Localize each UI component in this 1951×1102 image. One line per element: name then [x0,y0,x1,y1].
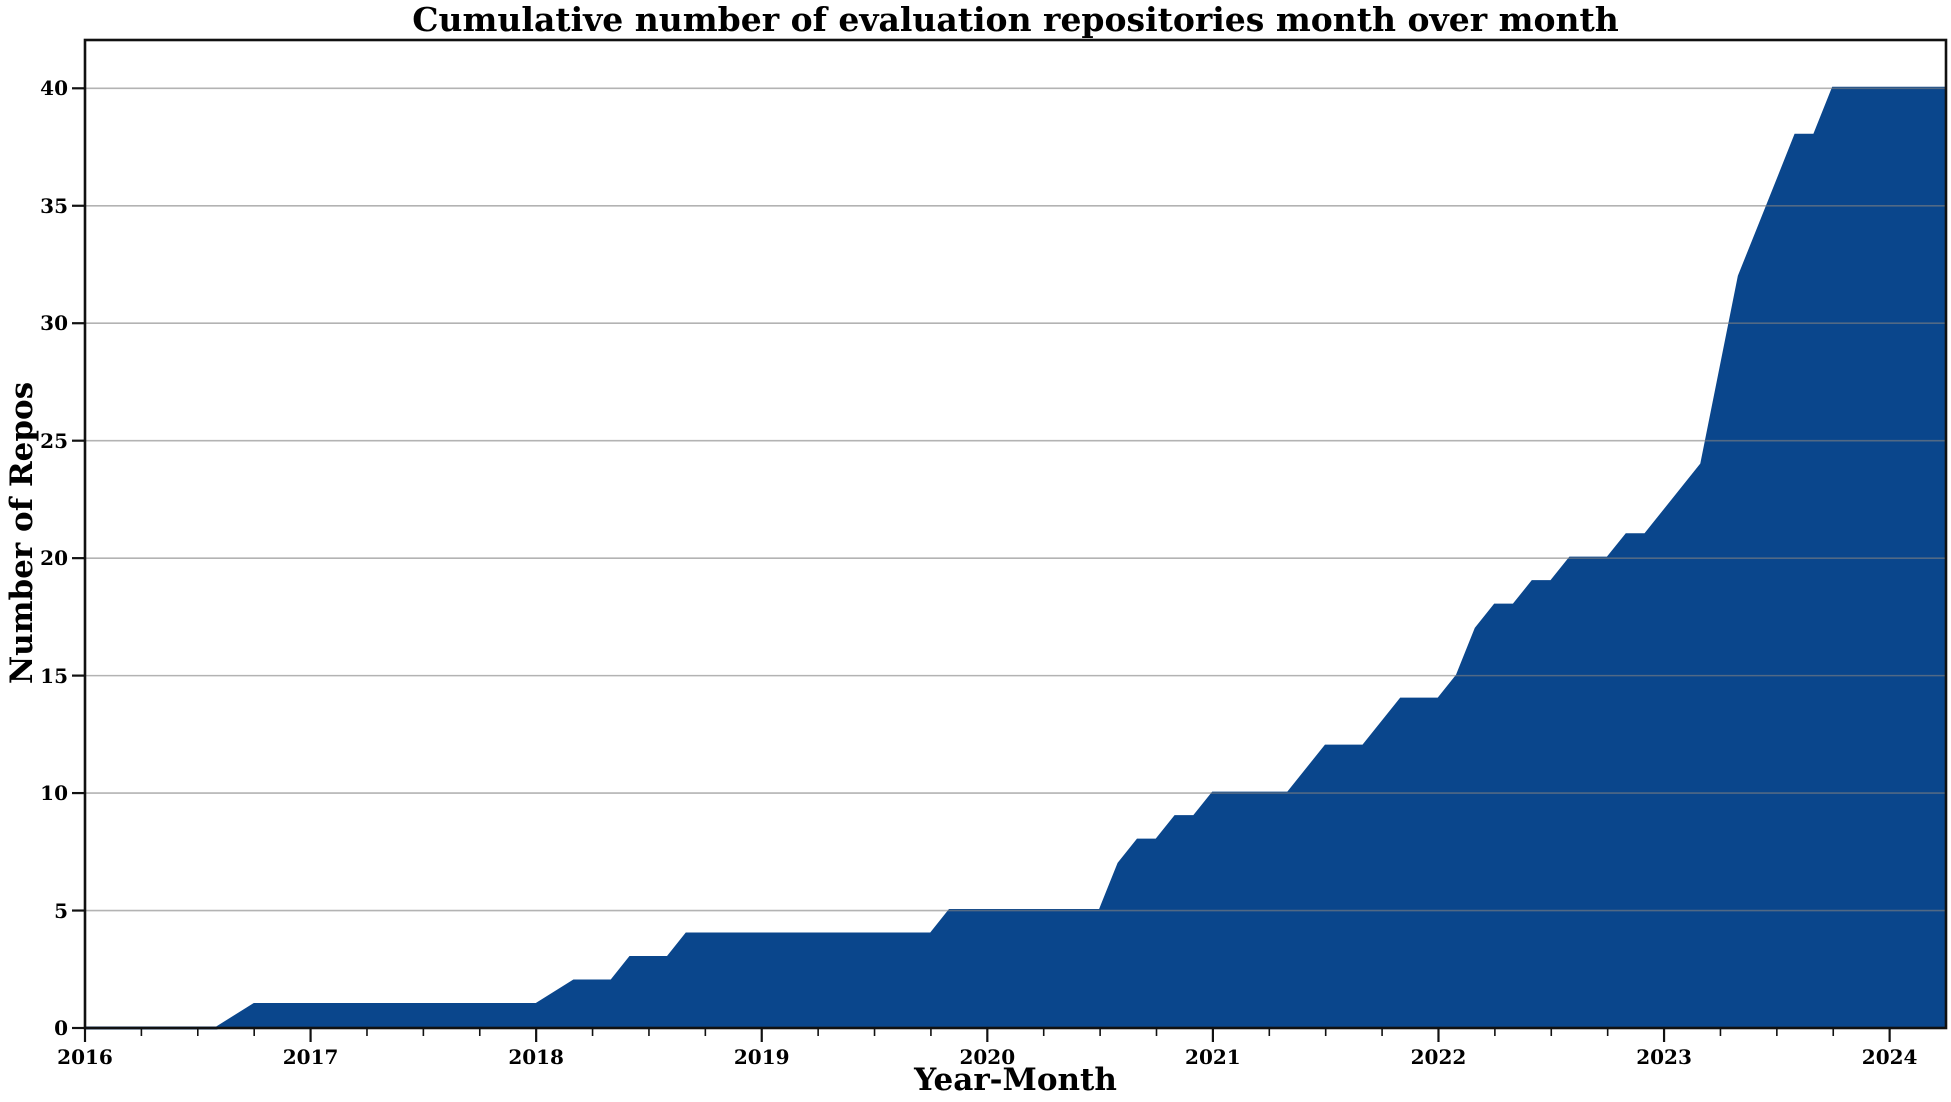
x-tick-label-2019: 2019 [733,1045,790,1069]
x-axis-label: Year-Month [914,1062,1117,1098]
x-tick-label-2024: 2024 [1861,1045,1918,1069]
x-tick-label-2021: 2021 [1185,1045,1241,1069]
y-tick-label-20: 20 [40,546,68,571]
x-tick-label-2023: 2023 [1636,1045,1692,1069]
y-tick-label-25: 25 [40,428,68,453]
plot-border [83,38,1948,1030]
x-tick-label-2018: 2018 [508,1045,564,1069]
area-line [85,86,1946,1030]
x-tick-label-2020: 2020 [959,1045,1016,1069]
y-tick-label-15: 15 [40,663,68,688]
y-tick-label-35: 35 [40,193,68,218]
y-tick-label-40: 40 [40,76,68,101]
x-tick-label-2016: 2016 [57,1045,113,1069]
y-tick-label-5: 5 [54,898,68,923]
x-tick-label-2022: 2022 [1410,1045,1467,1069]
y-tick-label-10: 10 [40,781,68,806]
y-tick-label-0: 0 [54,1016,68,1040]
y-axis-label: Number of Repos [4,381,40,685]
chart-title: Cumulative number of evaluation reposito… [412,0,1619,39]
x-tick-label-2017: 2017 [282,1045,339,1069]
y-tick-label-30: 30 [40,311,68,336]
